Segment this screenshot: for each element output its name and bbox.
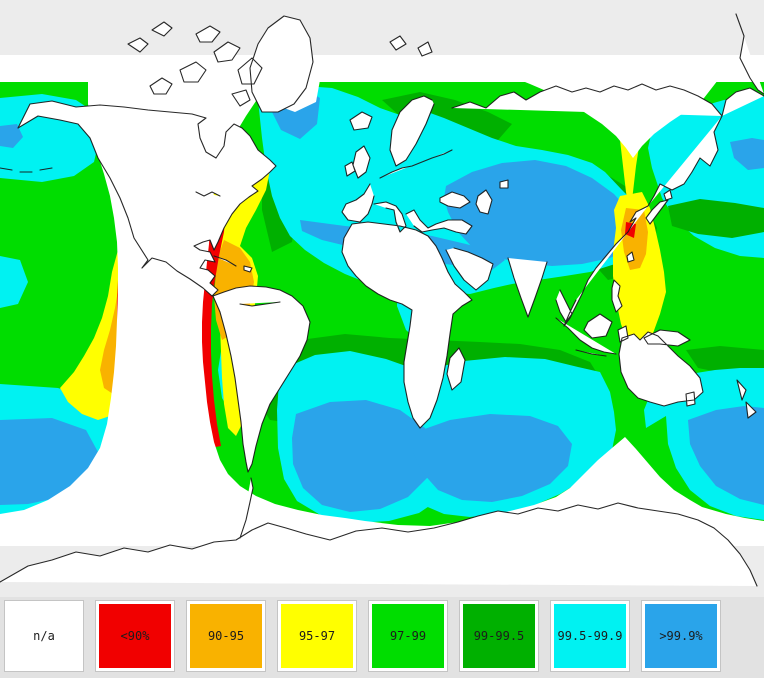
region-dark-green-pacific-band (668, 199, 764, 238)
legend-item-90-95: 90-95 (186, 600, 266, 672)
legend-swatch: n/a (8, 604, 80, 668)
legend: n/a <90% 90-95 95-97 97-99 99-99.5 99.5-… (0, 597, 764, 678)
legend-swatch: >99.9% (645, 604, 717, 668)
legend-item-95-97: 95-97 (277, 600, 357, 672)
legend-item-lt90: <90% (95, 600, 175, 672)
region-blue-south-indian (413, 414, 572, 502)
legend-item-97-99: 97-99 (368, 600, 448, 672)
legend-swatch: 99-99.5 (463, 604, 535, 668)
world-availability-map (0, 0, 764, 597)
legend-item-99-995: 99-99.5 (459, 600, 539, 672)
legend-item-995-999: 99.5-99.9 (550, 600, 630, 672)
region-blue-central-asia (444, 160, 638, 266)
region-blue-south-pacific-east (688, 406, 764, 505)
legend-swatch: 90-95 (190, 604, 262, 668)
legend-item-na: n/a (4, 600, 84, 672)
region-blue-south-atlantic (292, 400, 435, 512)
legend-swatch: 99.5-99.9 (554, 604, 626, 668)
legend-item-gt999: >99.9% (641, 600, 721, 672)
fringe-yellow-siberia-tip (620, 140, 640, 214)
legend-swatch: 97-99 (372, 604, 444, 668)
fringe-red-japan-spot (625, 222, 636, 238)
world-map-canvas (0, 0, 764, 597)
coastlines (0, 13, 764, 587)
band-north-polar (0, 0, 764, 55)
legend-swatch: <90% (99, 604, 171, 668)
legend-swatch: 95-97 (281, 604, 353, 668)
coastline-path (0, 13, 764, 587)
